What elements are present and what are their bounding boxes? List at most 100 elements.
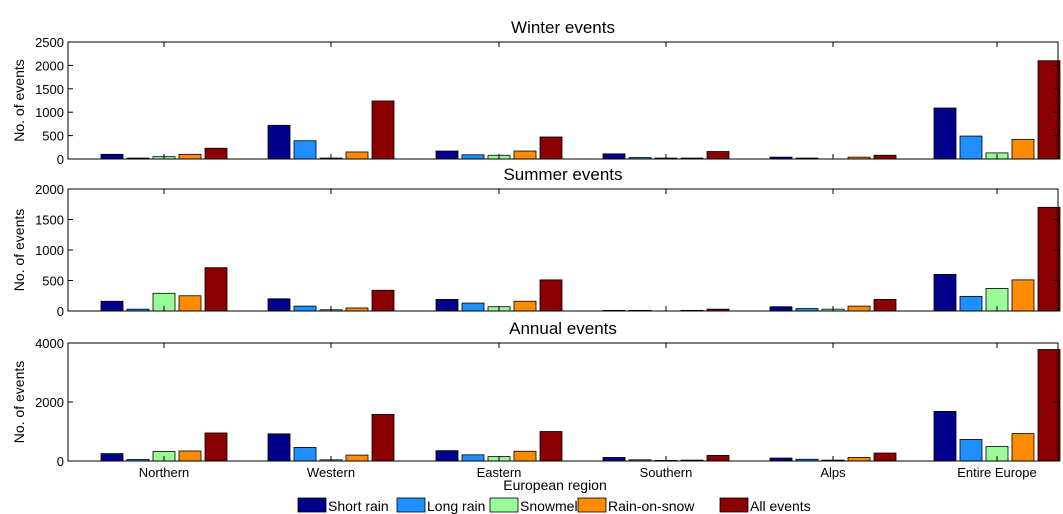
legend-swatch — [577, 497, 607, 513]
bar — [847, 457, 871, 462]
legend-swatch — [719, 497, 749, 513]
bar — [461, 302, 485, 312]
legend-item: Rain-on-snow — [577, 497, 695, 514]
bar — [513, 450, 537, 462]
legend-label: Short rain — [328, 498, 389, 514]
x-tick-label: Alps — [820, 465, 846, 480]
legend-item: Long rain — [396, 497, 485, 514]
y-tick-label: 500 — [42, 129, 64, 144]
axes-frame — [67, 41, 1059, 160]
legend-item: Short rain — [297, 497, 389, 514]
bar — [100, 453, 124, 462]
bar — [461, 154, 485, 160]
x-tick-label: Northern — [139, 465, 190, 480]
bar — [539, 431, 563, 462]
y-tick-label: 4000 — [35, 336, 64, 351]
bar — [178, 450, 202, 462]
bar — [345, 151, 369, 160]
bar — [873, 154, 897, 160]
y-tick-label: 2000 — [35, 182, 64, 197]
y-tick-label: 0 — [57, 304, 64, 319]
bar — [847, 305, 871, 312]
bar — [204, 147, 228, 160]
bar — [513, 300, 537, 312]
bar — [933, 107, 957, 160]
bar — [1011, 433, 1035, 462]
bar — [204, 432, 228, 462]
legend-swatch — [297, 497, 327, 513]
bar — [100, 300, 124, 312]
legend-swatch — [489, 497, 519, 513]
bar — [539, 279, 563, 312]
y-tick-label: 1000 — [35, 105, 64, 120]
bar — [345, 454, 369, 462]
x-axis-label: European region — [503, 477, 607, 493]
x-tick-label: Eastern — [477, 465, 522, 480]
bar — [959, 439, 983, 462]
bar — [435, 150, 459, 160]
bar — [706, 151, 730, 160]
bar — [267, 433, 291, 462]
chart-panel: Annual events No. of events 0 2000 4000 North… — [11, 319, 1061, 480]
y-tick-label: 2000 — [35, 395, 64, 410]
y-axis-label: No. of events — [11, 361, 27, 444]
bar — [513, 150, 537, 160]
legend-label: Rain-on-snow — [608, 498, 695, 514]
bar — [873, 452, 897, 462]
bar — [100, 153, 124, 160]
y-tick-label: 1500 — [35, 82, 64, 97]
bar — [933, 411, 957, 462]
chart-title: Summer events — [503, 165, 622, 184]
bar — [267, 298, 291, 312]
y-tick-label: 2000 — [35, 58, 64, 73]
legend: Short rain Long rain Snowmelt Rain-on-snow A… — [297, 497, 811, 514]
bar — [1037, 206, 1061, 312]
bar — [959, 135, 983, 160]
y-axis-label: No. of events — [11, 59, 27, 142]
chart-title: Annual events — [509, 319, 617, 338]
bar — [706, 454, 730, 462]
y-tick-label: 1000 — [35, 243, 64, 258]
bar — [293, 447, 317, 462]
chart-panels: Winter events No. of events 0 500 1000 1500 20… — [11, 18, 1061, 480]
x-tick-label: Southern — [640, 465, 693, 480]
bar — [435, 299, 459, 312]
bar — [1011, 279, 1035, 312]
bar — [1011, 138, 1035, 160]
y-axis-label: No. of events — [11, 209, 27, 292]
bar — [178, 153, 202, 160]
bar — [293, 140, 317, 160]
chart-panel: Summer events No. of events 0 500 1000 1500 20… — [11, 165, 1061, 319]
legend-item: Snowmelt — [489, 497, 582, 514]
bar — [371, 100, 395, 160]
bar — [933, 273, 957, 312]
legend-swatch — [396, 497, 426, 513]
bar — [371, 413, 395, 462]
y-tick-label: 500 — [42, 274, 64, 289]
bar — [293, 305, 317, 312]
bar — [602, 457, 626, 462]
bar — [461, 454, 485, 462]
bar — [602, 153, 626, 160]
x-tick-label: Western — [307, 465, 355, 480]
bar — [267, 124, 291, 160]
bar — [178, 295, 202, 312]
bar — [539, 136, 563, 160]
y-tick-label: 0 — [57, 454, 64, 469]
y-tick-label: 2500 — [35, 35, 64, 50]
legend-label: Long rain — [427, 498, 485, 514]
chart-panel: Winter events No. of events 0 500 1000 1500 20… — [11, 18, 1061, 167]
bar — [769, 306, 793, 312]
y-tick-label: 1500 — [35, 213, 64, 228]
bar — [959, 295, 983, 312]
chart-title: Winter events — [511, 18, 615, 37]
legend-item: All events — [719, 497, 811, 514]
bar — [204, 267, 228, 312]
bar — [873, 299, 897, 312]
bar — [371, 289, 395, 312]
x-tick-label: Entire Europe — [957, 465, 1037, 480]
legend-label: All events — [750, 498, 811, 514]
legend-label: Snowmelt — [520, 498, 582, 514]
y-tick-label: 0 — [57, 152, 64, 167]
